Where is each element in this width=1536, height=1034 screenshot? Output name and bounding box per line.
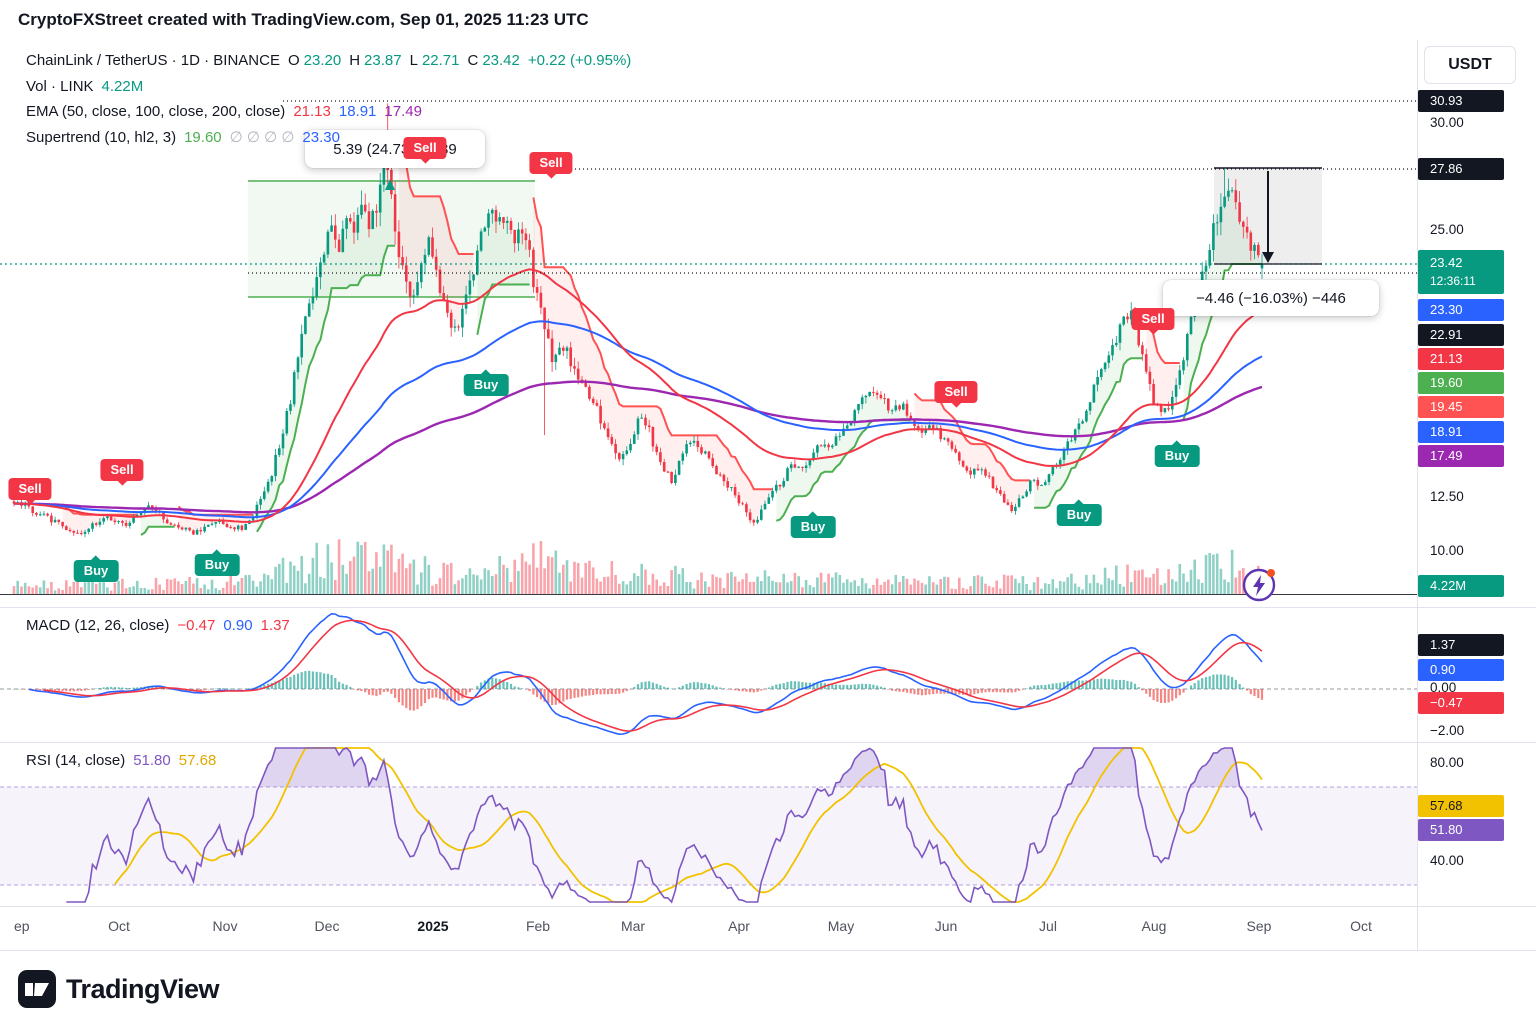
ohlc-close-value: 23.42: [482, 52, 520, 69]
rsi-legend-row[interactable]: RSI (14, close) 51.80 57.68: [26, 752, 216, 769]
ohlc-close-label: C: [467, 52, 479, 69]
ohlc-open-value: 23.20: [303, 52, 342, 69]
time-axis-label: ep: [14, 918, 30, 934]
price-axis-chip: 0.90: [1418, 659, 1504, 681]
time-axis-label: Nov: [212, 918, 238, 934]
price-axis-chip: 51.80: [1418, 819, 1504, 841]
tradingview-branding[interactable]: TradingView: [18, 970, 220, 1008]
time-axis-label: Feb: [525, 918, 551, 934]
ema50-value: 21.13: [293, 103, 331, 120]
sell-badge: Sell: [1131, 308, 1175, 330]
sell-badge: Sell: [403, 137, 447, 159]
price-axis-chip: 27.86: [1418, 158, 1504, 180]
price-axis-label: 10.00: [1430, 543, 1464, 558]
supertrend-secondary-value: 23.30: [302, 129, 340, 146]
symbol-title: ChainLink / TetherUS · 1D · BINANCE: [26, 52, 280, 69]
ema-label: EMA (50, close, 100, close, 200, close): [26, 103, 286, 120]
change-value: +0.22 (+0.95%): [527, 52, 632, 69]
price-axis-label: 12.50: [1430, 489, 1464, 504]
rsi-ma-value: 57.68: [178, 752, 217, 769]
price-axis[interactable]: USDT 30.93 30.00 27.86 25.00 23.42 12:36:11 23…: [1417, 0, 1536, 1034]
price-axis-chip: 23.42 12:36:11: [1418, 250, 1504, 294]
credit-text: CryptoFXStreet created with TradingView.…: [18, 10, 589, 29]
macd-hist-value: −0.47: [177, 617, 216, 634]
time-axis[interactable]: ep Oct Nov Dec 2025 Feb Mar Apr May Jun Jul Aug Sep O…: [0, 906, 1536, 950]
price-axis-label: −2.00: [1430, 723, 1465, 738]
sell-badge: Sell: [934, 381, 978, 403]
time-axis-label: Jun: [934, 918, 958, 934]
buy-badge: Buy: [73, 560, 119, 582]
time-axis-label: Dec: [314, 918, 340, 934]
supertrend-ghost-values: ∅ ∅ ∅ ∅: [229, 129, 295, 146]
time-axis-label: Sep: [1246, 918, 1272, 934]
time-axis-label: Jul: [1039, 918, 1057, 934]
sell-badge: Sell: [100, 459, 144, 481]
tradingview-brand-text: TradingView: [66, 973, 220, 1004]
buy-badge: Buy: [463, 374, 509, 396]
time-axis-label: 2025: [417, 918, 449, 934]
price-axis-chip: 19.45: [1418, 396, 1504, 418]
price-axis-chip: 4.22M: [1418, 575, 1504, 597]
price-axis-label: 30.00: [1430, 115, 1464, 130]
tradingview-logo-icon: [18, 970, 56, 1008]
lightning-icon: [1242, 568, 1276, 602]
sell-badge: Sell: [529, 152, 573, 174]
macd-label: MACD (12, 26, close): [26, 617, 170, 634]
price-axis-chip: 19.60: [1418, 372, 1504, 394]
price-axis-label: 40.00: [1430, 853, 1464, 868]
volume-label: Vol · LINK: [26, 78, 94, 95]
ohlc-open-label: O: [287, 52, 300, 69]
price-axis-chip: 21.13: [1418, 348, 1504, 370]
price-axis-label: 25.00: [1430, 222, 1464, 237]
rsi-value: 51.80: [133, 752, 171, 769]
price-axis-chip: 22.91: [1418, 324, 1504, 346]
rsi-label: RSI (14, close): [26, 752, 126, 769]
measure-tooltip-down: −4.46 (−16.03%) −446: [1163, 280, 1379, 316]
volume-legend-row[interactable]: Vol · LINK 4.22M: [26, 78, 143, 95]
buy-badge: Buy: [194, 554, 240, 576]
ohlc-high-label: H: [349, 52, 361, 69]
ema-legend-row[interactable]: EMA (50, close, 100, close, 200, close) …: [26, 103, 422, 120]
price-axis-chip: −0.47: [1418, 692, 1504, 714]
time-axis-label: Apr: [728, 918, 750, 934]
buy-badge: Buy: [790, 516, 836, 538]
symbol-legend-row[interactable]: ChainLink / TetherUS · 1D · BINANCE O 23.…: [26, 52, 631, 69]
price-axis-chip: 57.68: [1418, 795, 1504, 817]
time-axis-label: Aug: [1141, 918, 1167, 934]
price-axis-chip: 17.49: [1418, 445, 1504, 467]
ohlc-low-label: L: [409, 52, 418, 69]
macd-legend-row[interactable]: MACD (12, 26, close) −0.47 0.90 1.37: [26, 617, 290, 634]
macd-line-value: 0.90: [223, 617, 253, 634]
time-axis-label: Oct: [1350, 918, 1372, 934]
price-axis-chip: 30.93: [1418, 90, 1504, 112]
buy-badge: Buy: [1056, 504, 1102, 526]
time-axis-label: May: [827, 918, 855, 934]
buy-badge: Buy: [1154, 445, 1200, 467]
macd-signal-value: 1.37: [260, 617, 290, 634]
sell-badge: Sell: [8, 478, 52, 500]
price-axis-label: 0.00: [1430, 680, 1457, 695]
volume-value: 4.22M: [101, 78, 144, 95]
ohlc-high-value: 23.87: [364, 52, 402, 69]
ohlc-low-value: 22.71: [421, 52, 460, 69]
supertrend-legend-row[interactable]: Supertrend (10, hl2, 3) 19.60 ∅ ∅ ∅ ∅ 23…: [26, 128, 340, 146]
supertrend-value: 19.60: [184, 129, 222, 146]
time-axis-label: Oct: [108, 918, 130, 934]
price-axis-chip: 1.37: [1418, 634, 1504, 656]
ema200-value: 17.49: [384, 103, 422, 120]
price-axis-chip: 23.30: [1418, 299, 1504, 321]
time-axis-label: Mar: [620, 918, 646, 934]
price-axis-label: 80.00: [1430, 755, 1464, 770]
supertrend-label: Supertrend (10, hl2, 3): [26, 129, 177, 146]
ema100-value: 18.91: [338, 103, 377, 120]
price-axis-chip: 18.91: [1418, 421, 1504, 443]
currency-toggle-button[interactable]: USDT: [1424, 46, 1516, 84]
